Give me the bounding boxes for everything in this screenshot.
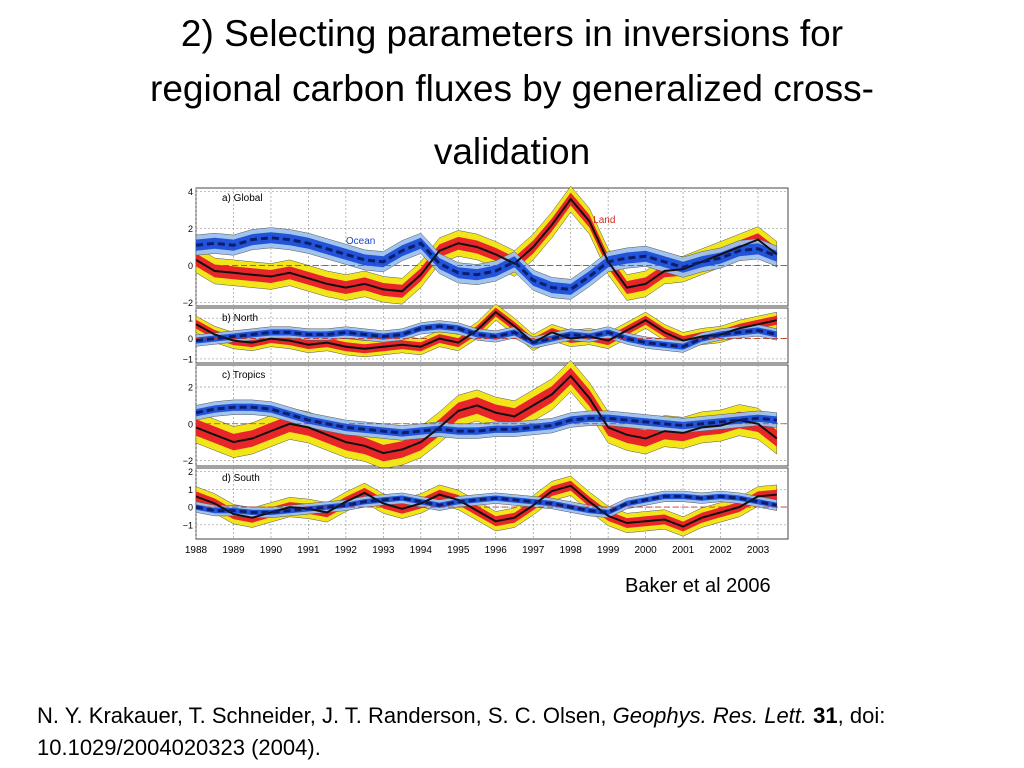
- land-uncertainty-inner: [196, 367, 777, 462]
- x-tick-label: 2003: [747, 545, 770, 556]
- x-tick-label: 1994: [410, 545, 433, 556]
- x-tick-label: 1995: [447, 545, 470, 556]
- x-tick-label: 1996: [485, 545, 508, 556]
- ocean-flux-line: [195, 236, 778, 291]
- y-tick-label: 2: [188, 467, 193, 477]
- panel-label: b) North: [222, 313, 258, 324]
- x-tick-label: 1992: [335, 545, 358, 556]
- x-tick-label: 1993: [372, 545, 395, 556]
- panel-label: a) Global: [222, 193, 263, 204]
- y-tick-label: 4: [188, 187, 193, 197]
- ocean-uncertainty-inner: [196, 403, 777, 437]
- land-uncertainty-inner: [196, 480, 777, 532]
- land-flux-line: [195, 197, 778, 293]
- citation-authors: N. Y. Krakauer, T. Schneider, J. T. Rand…: [37, 703, 613, 728]
- carbon-flux-figure: 4 2 0 −2 a) Global Ocean Land 1 0 −1 b) North 2 0 −2 c…: [183, 185, 789, 556]
- ocean-uncertainty-outer: [195, 227, 778, 300]
- ocean-flux-line: [195, 405, 777, 435]
- land-annotation: Land: [593, 215, 615, 226]
- x-tick-label: 1991: [297, 545, 320, 556]
- y-tick-label: −2: [183, 456, 193, 466]
- y-tick-label: 2: [188, 224, 193, 234]
- y-tick-label: 0: [188, 261, 193, 271]
- land-flux-line: [195, 374, 778, 455]
- land-flux-line: [195, 484, 777, 528]
- ocean-flux-line: [195, 494, 778, 514]
- y-tick-label: 1: [188, 314, 193, 324]
- slide-title: 2) Selecting parameters in inversions fo…: [20, 6, 1004, 179]
- land-uncertainty-inner: [196, 307, 777, 354]
- panel-label: d) South: [222, 473, 260, 484]
- ocean-uncertainty-outer: [195, 490, 778, 518]
- citation-rest: , doi: 10.1029/2004020323 (2004).: [37, 703, 886, 760]
- y-tick-label: 2: [188, 383, 193, 393]
- y-tick-label: −1: [183, 520, 193, 530]
- x-tick-label: 1989: [222, 545, 245, 556]
- x-tick-label: 2002: [709, 545, 732, 556]
- y-tick-label: 0: [188, 334, 193, 344]
- ocean-uncertainty-outer: [195, 399, 778, 441]
- x-tick-label: 1990: [260, 545, 283, 556]
- land-uncertainty-inner: [196, 192, 777, 298]
- x-tick-label: 2001: [672, 545, 695, 556]
- x-tick-label: 1999: [597, 545, 620, 556]
- y-tick-label: 0: [188, 419, 193, 429]
- x-tick-label: 1998: [560, 545, 583, 556]
- x-tick-label: 1988: [185, 545, 208, 556]
- citation-volume: 31: [813, 703, 838, 728]
- title-line-1: 2) Selecting parameters in inversions fo…: [180, 13, 844, 54]
- ocean-annotation: Ocean: [346, 236, 375, 247]
- panel-label: c) Tropics: [222, 370, 265, 381]
- x-tick-label: 2000: [634, 545, 657, 556]
- citation: N. Y. Krakauer, T. Schneider, J. T. Rand…: [37, 700, 997, 764]
- citation-journal: Geophys. Res. Lett.: [612, 703, 808, 728]
- figure-credit: Baker et al 2006: [625, 575, 771, 597]
- y-tick-label: 1: [188, 485, 193, 495]
- title-line-3: validation: [433, 131, 591, 172]
- y-tick-label: 0: [188, 503, 193, 513]
- y-tick-label: −2: [183, 298, 193, 308]
- land-flux-line: [195, 310, 778, 350]
- title-line-2: regional carbon fluxes by generalized cr…: [150, 68, 874, 109]
- y-tick-label: −1: [183, 354, 193, 364]
- ocean-uncertainty-inner: [196, 232, 777, 295]
- ocean-uncertainty-inner: [196, 323, 777, 350]
- x-tick-label: 1997: [522, 545, 545, 556]
